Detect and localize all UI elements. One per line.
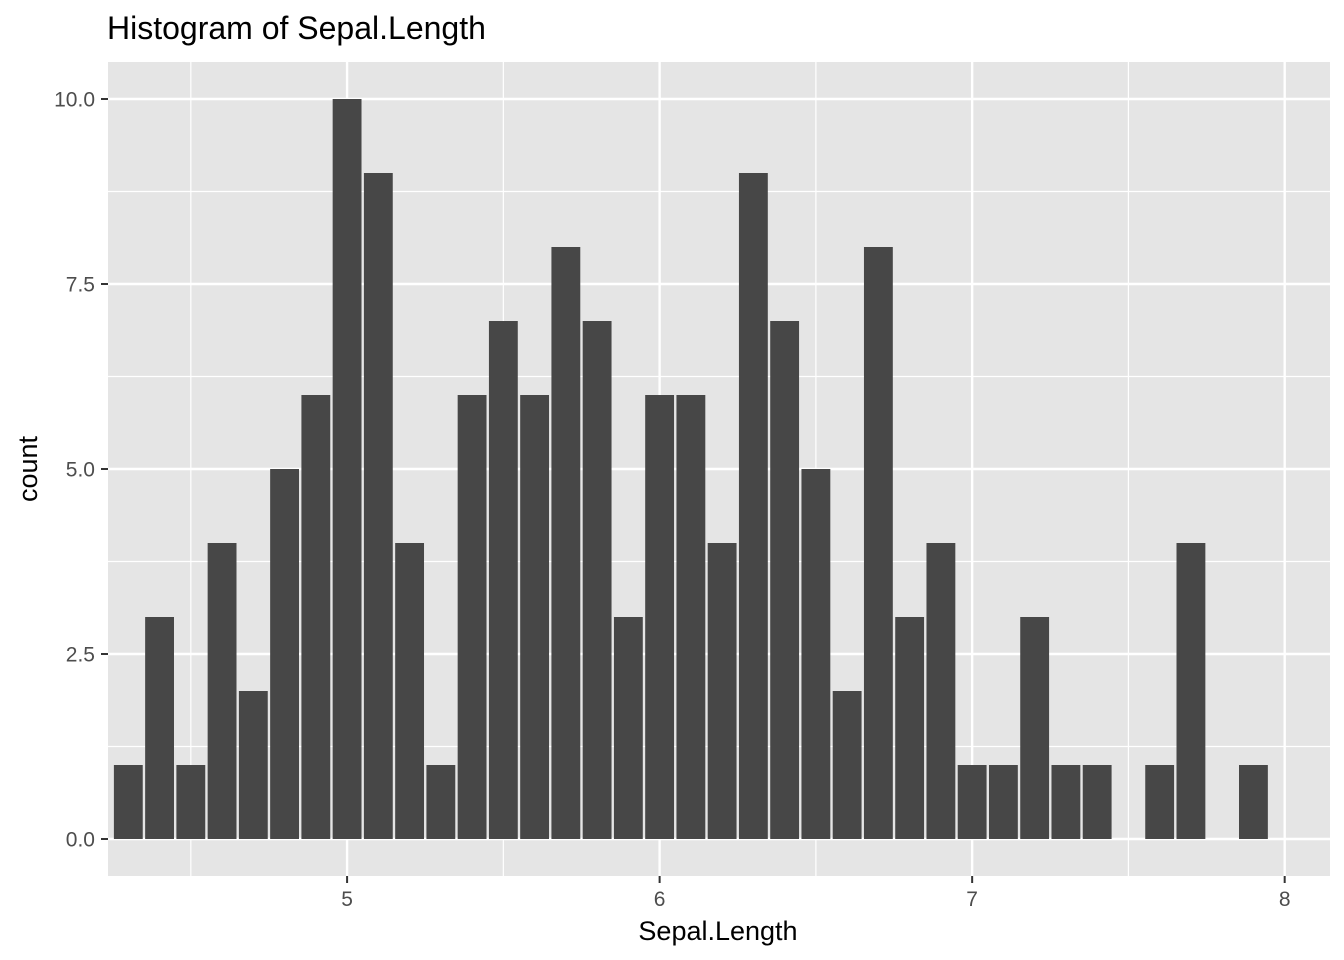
histogram-bar <box>676 395 706 839</box>
histogram-bar <box>832 691 862 839</box>
chart-title: Histogram of Sepal.Length <box>107 10 486 46</box>
y-axis-title: count <box>13 435 43 502</box>
bars <box>113 99 1268 839</box>
histogram-bar <box>895 617 925 839</box>
histogram-bar <box>145 617 174 839</box>
histogram-bar <box>613 617 643 839</box>
y-tick-label: 10.0 <box>54 89 95 112</box>
histogram-bar <box>645 395 675 839</box>
histogram-bar <box>1020 617 1050 839</box>
histogram-bar <box>707 543 737 839</box>
histogram-bar <box>738 173 768 839</box>
histogram-bar <box>395 543 425 839</box>
histogram-bar <box>426 765 456 839</box>
histogram-bar <box>1051 765 1081 839</box>
histogram-bar <box>582 321 612 839</box>
histogram-bar <box>770 321 800 839</box>
y-tick-label: 2.5 <box>66 644 95 667</box>
histogram-bar <box>301 395 331 839</box>
histogram-bar <box>1082 765 1112 839</box>
histogram-bar <box>270 469 299 839</box>
histogram-bar <box>488 321 518 839</box>
histogram-bar <box>207 543 237 839</box>
x-tick-label: 8 <box>1279 888 1291 911</box>
histogram-bar <box>801 469 831 839</box>
histogram-bar <box>926 543 956 839</box>
histogram-bar <box>988 765 1018 839</box>
y-tick-label: 5.0 <box>66 459 95 482</box>
histogram-bar <box>238 691 268 839</box>
y-tick-label: 7.5 <box>66 274 95 297</box>
x-axis: 5 6 7 8 <box>341 876 1291 911</box>
x-tick-label: 6 <box>654 888 666 911</box>
histogram-bar <box>1176 543 1206 839</box>
histogram-bar <box>176 765 206 839</box>
histogram-bar <box>457 395 487 839</box>
histogram-bar <box>332 99 362 839</box>
x-tick-label: 7 <box>966 888 978 911</box>
x-tick-label: 5 <box>341 888 353 911</box>
histogram-bar <box>1239 765 1268 839</box>
histogram-bar <box>863 247 893 839</box>
histogram-bar <box>957 765 987 839</box>
histogram-bar <box>520 395 550 839</box>
y-axis: 0.0 2.5 5.0 7.5 10.0 <box>54 89 108 852</box>
x-axis-title: Sepal.Length <box>638 916 797 946</box>
histogram-bar <box>363 173 393 839</box>
histogram-bar <box>113 765 143 839</box>
histogram-bar <box>551 247 581 839</box>
y-tick-label: 0.0 <box>66 829 95 852</box>
histogram-bar <box>1145 765 1175 839</box>
